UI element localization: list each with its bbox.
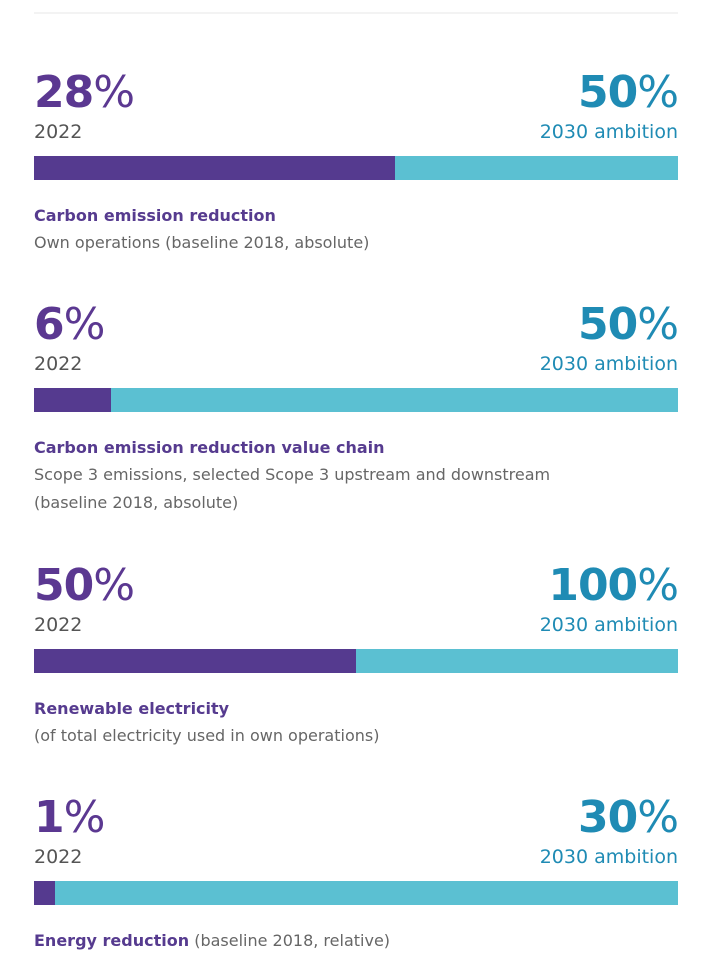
target-year-label: 2030 ambition <box>539 846 678 868</box>
metric-title: Carbon emission reduction value chain <box>34 438 385 457</box>
metric-carbon-emission-reduction-value-chain: 6% 2022 50% 2030 ambition Carbon emissio… <box>34 299 679 517</box>
current-year-label: 2022 <box>34 121 83 143</box>
metric-carbon-emission-reduction: 28% 2022 50% 2030 ambition Carbon emissi… <box>34 67 679 257</box>
metric-description: (of total electricity used in own operat… <box>34 726 380 745</box>
current-value-label: 28% <box>34 67 135 118</box>
current-year-label: 2022 <box>34 846 83 868</box>
target-year-label: 2030 ambition <box>539 614 678 636</box>
progress-bar-fill <box>34 388 112 412</box>
target-value-block: 50% 2030 ambition <box>539 299 679 376</box>
current-value-block: 28% 2022 <box>34 67 135 144</box>
progress-bar-track <box>34 156 678 180</box>
current-value-block: 6% 2022 <box>34 299 105 376</box>
metric-title-text: Energy reduction <box>34 931 190 950</box>
metric-renewable-electricity: 50% 2022 100% 2030 ambition Renewable el… <box>34 560 679 750</box>
current-value-label: 50% <box>34 560 135 611</box>
current-value-label: 6% <box>34 299 105 350</box>
values-row: 28% 2022 50% 2030 ambition <box>34 67 679 156</box>
metric-title: Energy reduction (baseline 2018, relativ… <box>34 928 678 954</box>
target-value-label: 30% <box>577 792 679 843</box>
current-year-label: 2022 <box>34 614 83 636</box>
progress-bar-fill <box>34 881 56 905</box>
progress-bar-track <box>34 388 678 412</box>
values-row: 1% 2022 30% 2030 ambition <box>34 792 679 881</box>
values-row: 50% 2022 100% 2030 ambition <box>34 560 679 649</box>
target-value-label: 50% <box>577 299 679 350</box>
metric-title: Carbon emission reduction <box>34 206 276 225</box>
metric-description: Own operations (baseline 2018, absolute) <box>34 233 370 252</box>
target-value-block: 100% 2030 ambition <box>539 560 679 637</box>
target-value-block: 30% 2030 ambition <box>539 792 679 869</box>
metric-energy-reduction: 1% 2022 30% 2030 ambition Energy reducti… <box>34 792 679 954</box>
current-value-label: 1% <box>34 792 105 843</box>
values-row: 6% 2022 50% 2030 ambition <box>34 299 679 388</box>
progress-bar-fill <box>34 156 395 180</box>
current-value-block: 1% 2022 <box>34 792 105 869</box>
progress-bar-track <box>34 649 678 673</box>
target-value-label: 50% <box>577 67 679 118</box>
metric-title-note: (baseline 2018, relative) <box>189 931 391 950</box>
progress-bar-fill <box>34 649 356 673</box>
progress-bar-track <box>34 881 678 905</box>
current-value-block: 50% 2022 <box>34 560 135 637</box>
top-divider <box>34 12 678 14</box>
target-value-label: 100% <box>548 560 679 611</box>
metric-description-line-1: Scope 3 emissions, selected Scope 3 upst… <box>34 465 551 484</box>
metric-title: Renewable electricity <box>34 699 230 718</box>
current-year-label: 2022 <box>34 353 83 375</box>
metric-description-line-2: (baseline 2018, absolute) <box>34 493 239 512</box>
target-year-label: 2030 ambition <box>539 353 678 375</box>
target-year-label: 2030 ambition <box>539 121 678 143</box>
target-value-block: 50% 2030 ambition <box>539 67 679 144</box>
